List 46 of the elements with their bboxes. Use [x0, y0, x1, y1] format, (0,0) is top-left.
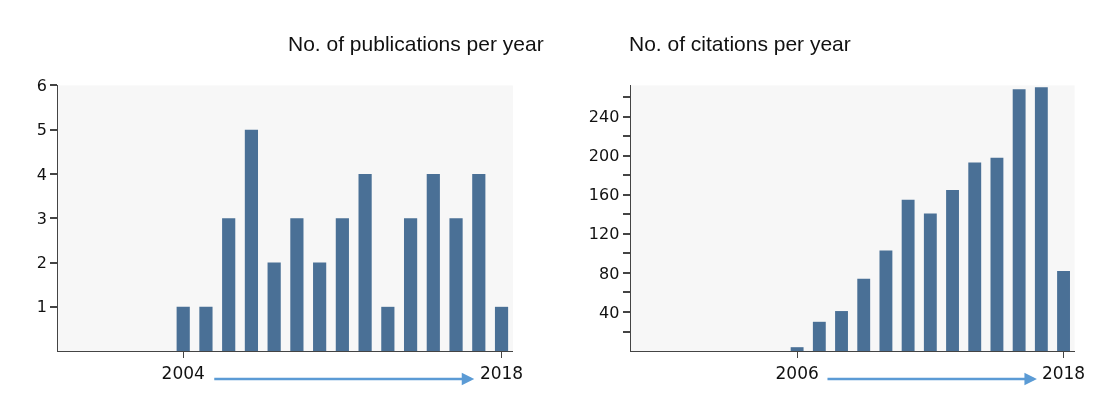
y-tick-label: 200 — [588, 146, 620, 166]
bar — [1012, 89, 1026, 352]
bar — [199, 306, 213, 352]
bar — [879, 250, 893, 352]
bar — [812, 321, 826, 352]
bar — [244, 129, 259, 352]
bar — [381, 306, 395, 352]
x-tick-label: 2018 — [1041, 362, 1086, 383]
y-tick-label: 40 — [599, 302, 620, 322]
bar — [1034, 87, 1048, 352]
bar — [176, 306, 190, 352]
y-tick-label: 3 — [36, 208, 47, 228]
chart-title: No. of citations per year — [629, 32, 851, 55]
bar — [472, 173, 486, 352]
bar — [923, 213, 937, 352]
y-tick-label: 5 — [36, 120, 47, 140]
bar — [968, 162, 982, 352]
bar — [901, 199, 915, 352]
x-tick-label: 2018 — [479, 362, 524, 383]
bar — [1057, 271, 1070, 352]
y-tick-label: 80 — [599, 263, 620, 283]
bar — [222, 218, 236, 352]
bar — [990, 157, 1004, 352]
bar — [946, 189, 959, 352]
bar — [358, 173, 372, 352]
y-tick-label: 160 — [588, 185, 620, 205]
y-tick-label: 240 — [588, 107, 620, 127]
bar — [449, 218, 463, 352]
bar — [426, 173, 440, 352]
bar — [335, 218, 349, 352]
bar — [403, 218, 418, 352]
x-tick-label: 2006 — [775, 362, 819, 383]
chart-title: No. of publications per year — [288, 32, 544, 55]
y-tick-label: 2 — [36, 253, 47, 273]
y-tick-label: 120 — [588, 224, 620, 244]
bar — [790, 347, 804, 352]
x-tick-label: 2004 — [161, 362, 205, 383]
bar — [494, 306, 509, 352]
bar — [835, 311, 848, 352]
bar — [290, 218, 304, 352]
bar — [267, 262, 281, 352]
y-tick-label: 1 — [36, 297, 47, 317]
y-tick-label: 4 — [36, 164, 47, 184]
bar — [857, 278, 871, 352]
bar — [313, 262, 327, 352]
y-tick-label: 6 — [36, 76, 47, 96]
